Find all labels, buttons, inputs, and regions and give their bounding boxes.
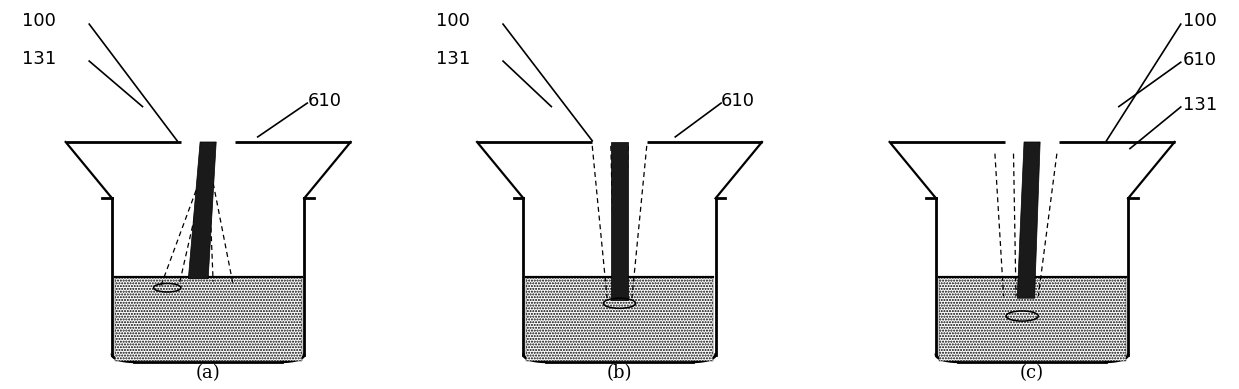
- Bar: [525, 277, 714, 361]
- Text: 610: 610: [721, 92, 755, 110]
- Text: 131: 131: [22, 50, 57, 68]
- Polygon shape: [188, 142, 217, 279]
- Text: (b): (b): [607, 364, 632, 382]
- Bar: [115, 277, 302, 361]
- Text: 100: 100: [1183, 12, 1217, 30]
- Text: 131: 131: [436, 50, 471, 68]
- Text: 100: 100: [22, 12, 56, 30]
- Text: 610: 610: [307, 92, 341, 110]
- Bar: [938, 277, 1125, 361]
- Text: 610: 610: [1183, 51, 1217, 69]
- Bar: [115, 277, 302, 361]
- Polygon shape: [612, 142, 627, 300]
- Text: 100: 100: [436, 12, 470, 30]
- Text: (a): (a): [196, 364, 221, 382]
- Bar: [938, 277, 1125, 361]
- Polygon shape: [1017, 142, 1040, 298]
- Bar: [525, 277, 714, 361]
- Text: 131: 131: [1183, 96, 1218, 114]
- Text: (c): (c): [1020, 364, 1044, 382]
